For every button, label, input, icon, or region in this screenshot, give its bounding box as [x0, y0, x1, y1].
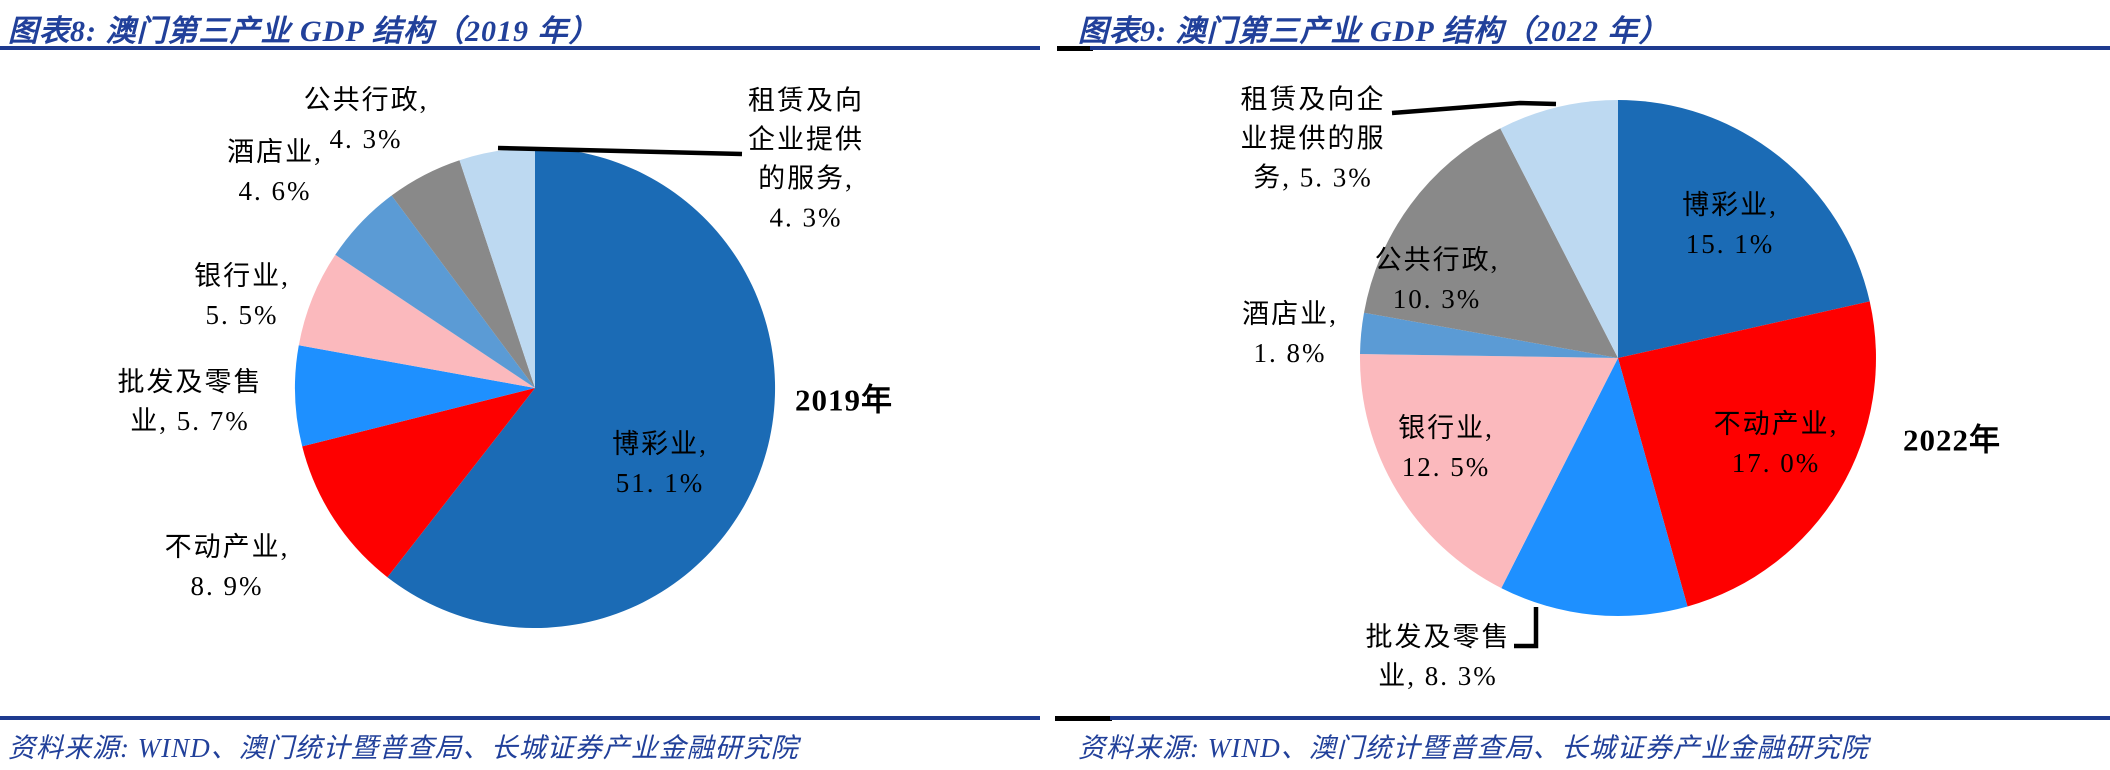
pie-label-wholesale-retail-2019年: 批发及零售 业, 5. 7%	[117, 366, 263, 436]
pie-label-public-admin-2022年: 公共行政, 10. 3%	[1374, 244, 1500, 314]
figure8-title: 图表8: 澳门第三产业 GDP 结构（2019 年）	[8, 15, 600, 48]
pie-label-wholesale-retail-2022年: 批发及零售 业, 8. 3%	[1365, 621, 1511, 691]
figure9-source-rule	[1110, 716, 2110, 720]
pie-slice-leasing-services-2019年	[459, 148, 535, 388]
figure9-title: 图表9: 澳门第三产业 GDP 结构（2022 年）	[1078, 15, 1670, 48]
year-annotation-2019年: 2019年	[795, 382, 893, 418]
figure9-title-rule	[1090, 46, 2110, 50]
pie-label-gaming-2019年: 博彩业, 51. 1%	[612, 428, 708, 498]
pie-label-gaming-2022年: 博彩业, 15. 1%	[1682, 189, 1778, 259]
pie-slice-real-estate-2022年	[1618, 301, 1876, 607]
pie-slice-hotels-2022年	[1360, 312, 1618, 358]
pie-label-real-estate-2019年: 不动产业, 8. 9%	[164, 531, 290, 601]
figure8-source: 资料来源: WIND、澳门统计暨普查局、长城证券产业金融研究院	[8, 733, 799, 763]
pie-slice-banking-2019年	[298, 254, 535, 388]
pie-label-banking-2022年: 银行业, 12. 5%	[1398, 412, 1494, 482]
pie-chart-2022	[1359, 99, 1876, 617]
pie-label-leasing-services-2019年: 租赁及向 企业提供 的服务, 4. 3%	[748, 85, 864, 234]
figure9-title-rule-tick	[1057, 46, 1093, 51]
pie-label-leasing-services-2022年: 租赁及向企 业提供的服 务, 5. 3%	[1240, 84, 1386, 193]
pie-label-banking-2019年: 银行业, 5. 5%	[194, 260, 290, 330]
pie-chart-2019	[294, 147, 776, 628]
figure8-source-rule	[0, 716, 1040, 720]
pie-slice-leasing-services-2022年	[1500, 99, 1618, 358]
pie-slice-wholesale-retail-2019年	[294, 345, 535, 447]
pie-slice-public-admin-2022年	[1364, 128, 1618, 358]
pie-label-hotels-2019年: 酒店业, 4. 6%	[227, 136, 323, 206]
pie-label-real-estate-2022年: 不动产业, 17. 0%	[1713, 408, 1839, 478]
year-annotation-2022年: 2022年	[1903, 422, 2001, 458]
pie-slice-hotels-2019年	[335, 195, 535, 388]
figure9-source: 资料来源: WIND、澳门统计暨普查局、长城证券产业金融研究院	[1078, 733, 1869, 763]
leader-line-leasing-2022	[1391, 100, 1557, 116]
pie-slice-banking-2022年	[1359, 354, 1618, 589]
pie-slice-public-admin-2019年	[391, 160, 535, 388]
figure9-source-rule-tick	[1055, 716, 1112, 721]
pie-slice-real-estate-2019年	[302, 388, 535, 578]
pie-slice-gaming-2019年	[387, 147, 776, 628]
figure8-title-rule	[0, 46, 1040, 50]
leader-line-leasing-2019	[497, 145, 743, 157]
pie-slice-wholesale-retail-2022年	[1501, 358, 1688, 617]
pie-label-hotels-2022年: 酒店业, 1. 8%	[1242, 298, 1338, 368]
pie-slice-gaming-2022年	[1618, 100, 1870, 358]
pie-label-public-admin-2019年: 公共行政, 4. 3%	[303, 84, 429, 154]
leader-line-wholesale-2022	[1514, 607, 1539, 649]
